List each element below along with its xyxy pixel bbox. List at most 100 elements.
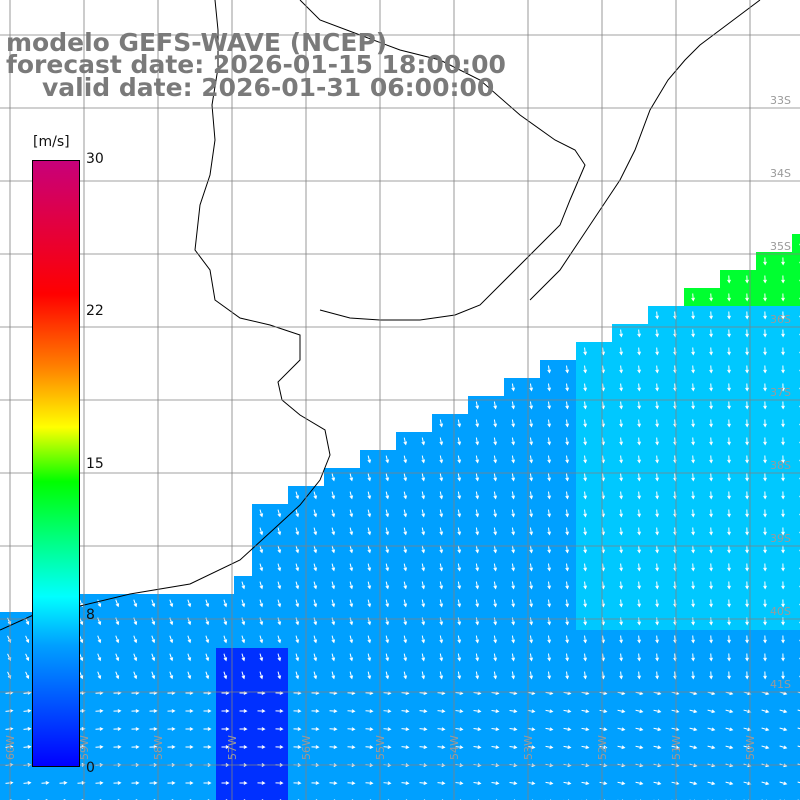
wind-arrow [95,727,104,731]
wind-arrow [637,563,641,572]
wind-arrow [763,455,767,464]
wind-arrow [439,653,444,662]
wind-cell [126,792,144,800]
wind-cell [684,792,702,800]
wind-arrow [133,671,138,680]
wind-arrow [547,491,552,500]
wind-arrow [367,491,372,500]
wind-cell [792,432,800,450]
wind-arrow [637,383,641,392]
wind-arrow [527,709,536,714]
wind-arrow [367,527,372,536]
wind-cell [792,648,800,666]
wind-arrow [347,745,356,749]
wind-arrow [707,709,716,714]
wind-arrow [421,491,426,500]
wind-arrow [637,365,641,374]
wind-arrow [5,745,14,749]
wind-arrow [295,671,300,680]
wind-arrow [599,781,608,786]
wind-arrow [293,709,302,713]
wind-arrow [311,781,320,785]
wind-arrow [637,491,641,500]
wind-arrow [727,365,731,374]
wind-arrow [493,653,498,662]
wind-arrow [221,709,230,713]
wind-arrow [113,745,122,749]
wind-arrow [295,563,300,572]
wind-arrow [313,527,318,536]
wind-arrow [203,781,212,785]
wind-arrow [565,473,570,482]
wind-arrow [763,383,767,392]
wind-arrow [457,455,462,464]
wind-arrow [475,545,480,554]
wind-cell [630,792,648,800]
wind-arrow [455,781,464,786]
wind-arrow [779,745,788,750]
wind-cell [756,792,774,800]
longitude-label: 60W [4,735,17,760]
wind-arrow [709,653,713,662]
wind-cell [792,396,800,414]
wind-cell [612,792,630,800]
wind-arrow [781,491,785,500]
wind-arrow [727,419,731,428]
wind-arrow [295,545,300,554]
wind-arrow [421,527,426,536]
wind-arrow [457,599,462,608]
wind-arrow [169,653,174,662]
wind-arrow [671,745,680,750]
wind-arrow [745,581,749,590]
wind-arrow [583,419,588,428]
wind-arrow [133,635,138,644]
wind-arrow [223,599,228,608]
wind-speed-field [0,234,800,800]
wind-arrow [709,419,713,428]
wind-arrow [745,671,749,680]
wind-arrow [383,727,392,731]
wind-arrow [655,491,659,500]
wind-arrow [511,635,516,644]
wind-arrow [403,527,408,536]
wind-arrow [403,509,408,518]
wind-arrow [421,563,426,572]
wind-arrow [133,653,138,662]
wind-arrow [421,581,426,590]
wind-cell [792,576,800,594]
wind-arrow [745,563,749,572]
wind-cell [252,792,270,800]
wind-arrow [637,455,641,464]
wind-arrow [439,437,444,446]
colorbar [32,160,80,767]
wind-arrow [511,509,516,518]
wind-arrow [151,653,156,662]
wind-arrow [331,545,336,554]
wind-arrow [295,599,300,608]
wind-arrow [781,365,785,374]
wind-arrow [689,781,698,786]
wind-arrow [365,727,374,731]
wind-arrow [619,653,623,662]
wind-arrow [763,257,767,266]
wind-arrow [475,581,480,590]
wind-arrow [745,473,749,482]
wind-arrow [187,653,192,662]
wind-arrow [637,671,641,680]
wind-arrow [619,563,623,572]
wind-arrow [511,653,516,662]
wind-arrow [475,509,480,518]
wind-arrow [727,653,731,662]
wind-arrow [293,781,302,785]
wind-arrow [367,509,372,518]
wind-arrow [655,473,659,482]
wind-arrow [329,781,338,785]
wind-arrow [691,563,695,572]
wind-cell [648,792,666,800]
wind-arrow [403,491,408,500]
wind-arrow [779,727,788,732]
wind-arrow [511,437,516,446]
wind-arrow [619,599,623,608]
wind-arrow [745,311,749,320]
wind-arrow [331,653,336,662]
